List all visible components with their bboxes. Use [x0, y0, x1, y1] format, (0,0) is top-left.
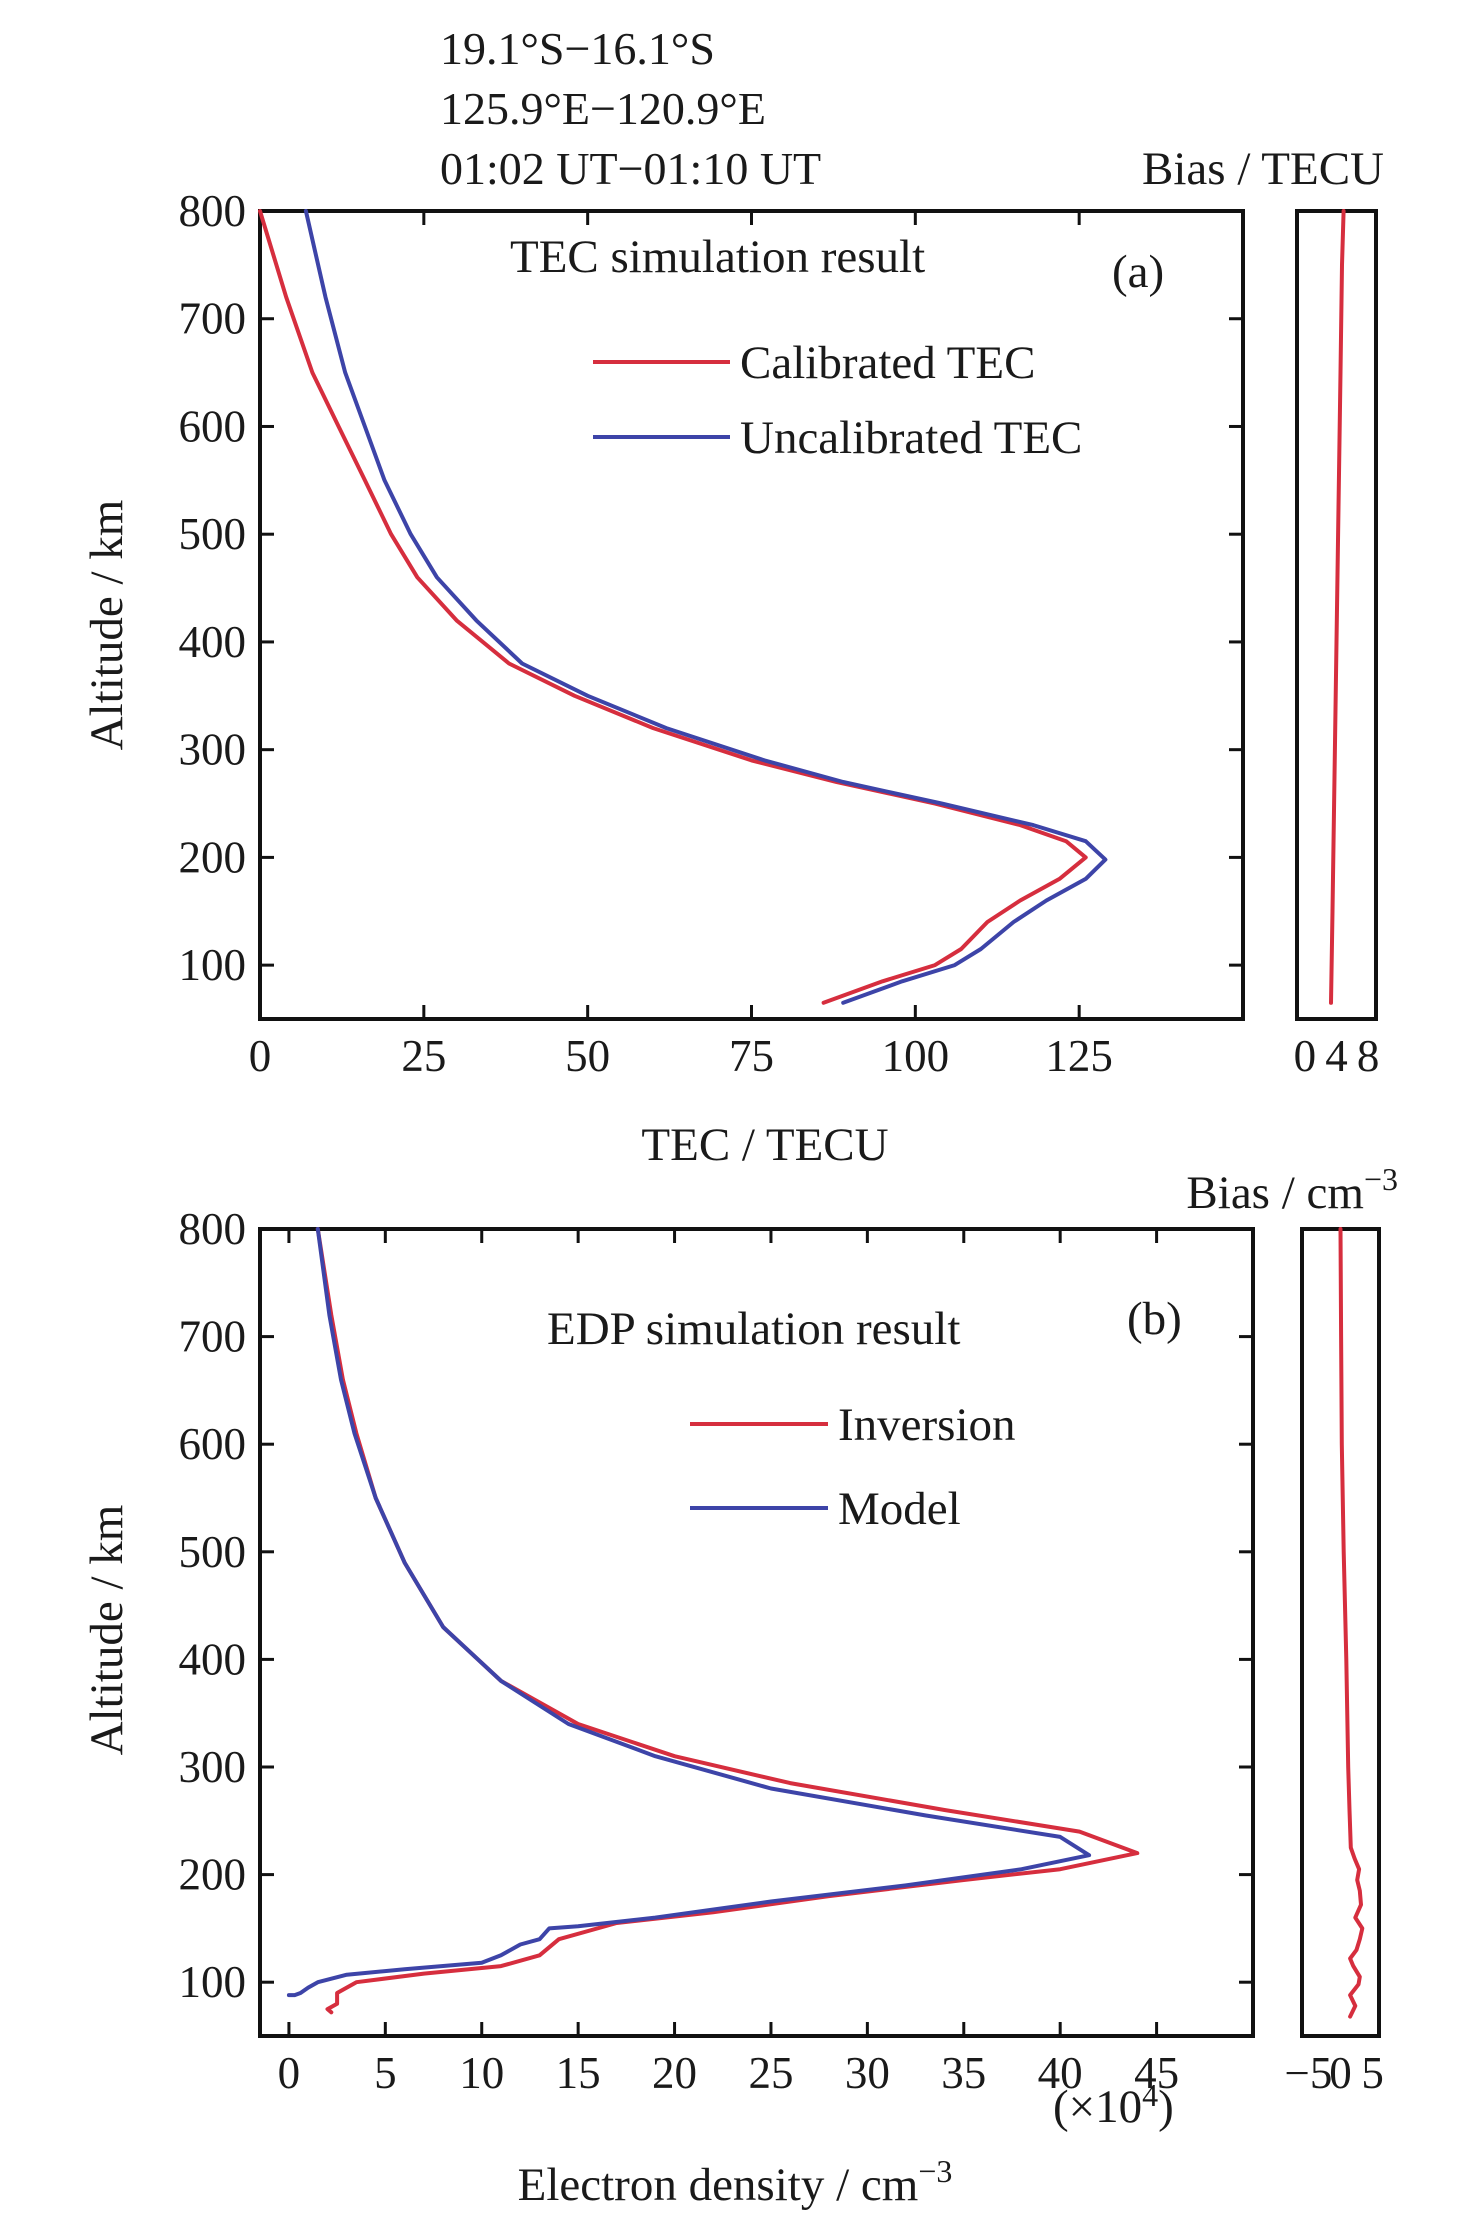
- panel-a-series: [258, 209, 1108, 1005]
- panel-a-x-tick-label: 25: [401, 1031, 446, 1081]
- panel-b-multiplier: (×104): [1053, 2077, 1174, 2133]
- panel-b-x-tick-label: 40: [1038, 2048, 1083, 2098]
- panel-a-ticks: [258, 209, 1243, 1019]
- header-latitude: 19.1°S−16.1°S: [440, 23, 715, 74]
- panel-b-x-tick-label: 20: [652, 2048, 697, 2098]
- panel-b-series: [286, 1227, 1140, 2015]
- panel-b-multiplier-close: ): [1158, 2081, 1174, 2133]
- panel-b-x-tick-label: 25: [748, 2048, 793, 2098]
- panel-b-bias-x-tick-label: 0: [1329, 2048, 1352, 2098]
- legend-label-uncalibrated-tec: Uncalibrated TEC: [740, 412, 1082, 464]
- panel-a-bias-x-tick-label: 8: [1357, 1031, 1380, 1081]
- panel-a-x-tick-label: 75: [729, 1031, 774, 1081]
- panel-b-x-axis-label-exp: −3: [918, 2153, 952, 2189]
- panel-b-x-tick-label: 10: [459, 2048, 504, 2098]
- panel-b-x-tick-label: 30: [845, 2048, 890, 2098]
- panel-a-tick-labels: 0 25 50 75 100 125 100 200 300 400 500 600 700 800: [179, 186, 1113, 1081]
- panel-a-bias-x-tick-label: 0: [1294, 1031, 1317, 1081]
- panel-a-y-axis-label: Altitude / km: [81, 500, 133, 751]
- panel-b-x-tick-label: 45: [1134, 2048, 1179, 2098]
- panel-b-series-model: [286, 1227, 1092, 1998]
- legend-label-inversion: Inversion: [838, 1399, 1016, 1451]
- panel-b-y-tick-label: 100: [179, 1957, 247, 2007]
- panel-b-y-tick-label: 800: [179, 1204, 247, 1254]
- panel-a-y-tick-label: 400: [179, 617, 247, 667]
- panel-b-x-tick-label: 15: [556, 2048, 601, 2098]
- panel-b-x-tick-label: 5: [374, 2048, 397, 2098]
- panel-a-y-tick-label: 300: [179, 725, 247, 775]
- panel-a-y-tick-label: 500: [179, 509, 247, 559]
- header-time: 01:02 UT−01:10 UT: [440, 143, 821, 194]
- panel-b-y-tick-label: 300: [179, 1742, 247, 1792]
- panel-b-x-tick-label: 35: [941, 2048, 986, 2098]
- panel-b-bias-title-exp: −3: [1364, 1161, 1398, 1197]
- panel-a-series-uncalibrated-tec: [303, 209, 1108, 1005]
- panel-b-x-axis-label-text: Electron density / cm: [518, 2159, 919, 2211]
- panel-a-bias-title: Bias / TECU: [1142, 143, 1384, 195]
- panel-b-multiplier-exp: 4: [1142, 2077, 1158, 2113]
- panel-b-bias: Bias / cm−3 −50 5: [1186, 1161, 1398, 2098]
- panel-b-bias-title-text: Bias / cm: [1186, 1167, 1364, 1219]
- panel-b-tick-labels: 0 5 10 15 20 25 30 35 40 45 100 200 300 400 500 600 700 8…: [179, 1204, 1180, 2098]
- panel-a: 0 25 50 75 100 125 100 200 300 400 500 600 700 800 TE…: [81, 186, 1245, 1171]
- panel-b-y-tick-label: 400: [179, 1634, 247, 1684]
- panel-b-bias-title: Bias / cm−3: [1186, 1161, 1398, 1219]
- panel-b-multiplier-base: (×10: [1053, 2081, 1142, 2133]
- panel-b-y-axis-label: Altitude / km: [81, 1505, 133, 1756]
- panel-b-bias-series-bias-0: [1338, 1227, 1365, 2019]
- panel-b-frame: [258, 1227, 1255, 2038]
- panel-a-y-tick-label: 100: [179, 940, 247, 990]
- panel-b-y-tick-label: 500: [179, 1527, 247, 1577]
- panel-a-y-tick-label: 200: [179, 832, 247, 882]
- panel-a-bias-series: [1329, 209, 1346, 1005]
- panel-a-bias-x-tick-label: 4: [1325, 1031, 1348, 1081]
- panel-a-bias-series-bias-0: [1329, 209, 1346, 1005]
- panel-a-y-tick-label: 600: [179, 401, 247, 451]
- panel-a-x-tick-label: 50: [565, 1031, 610, 1081]
- panel-b-ticks: [260, 1227, 1253, 2036]
- panel-a-x-tick-label: 100: [882, 1031, 950, 1081]
- panel-b-y-tick-label: 200: [179, 1850, 247, 1900]
- panel-b-bias-x-tick-label: −5: [1284, 2048, 1332, 2098]
- panel-a-series-calibrated-tec: [258, 209, 1088, 1005]
- panel-a-x-tick-label: 125: [1045, 1031, 1113, 1081]
- panel-a-x-tick-label: 0: [249, 1031, 272, 1081]
- header-longitude: 125.9°E−120.9°E: [440, 83, 766, 134]
- panel-b: 0 5 10 15 20 25 30 35 40 45 100 200 300 400 500 600 700 8…: [81, 1204, 1255, 2211]
- panel-a-x-axis-label: TEC / TECU: [641, 1119, 888, 1171]
- panel-b-legend: Inversion Model: [690, 1399, 1016, 1535]
- panel-a-bias-frame: [1295, 209, 1378, 1021]
- panel-b-bias-series: [1338, 1227, 1365, 2019]
- panel-b-x-axis-label: Electron density / cm−3: [518, 2153, 953, 2211]
- panel-a-legend: Calibrated TEC Uncalibrated TEC: [593, 337, 1082, 464]
- panel-b-bias-x-tick-label: 5: [1361, 2048, 1384, 2098]
- panel-b-label: (b): [1127, 1293, 1182, 1345]
- panel-a-y-tick-label: 700: [179, 294, 247, 344]
- panel-a-title: TEC simulation result: [510, 231, 925, 283]
- legend-label-calibrated-tec: Calibrated TEC: [740, 337, 1035, 389]
- panel-b-title: EDP simulation result: [547, 1303, 960, 1355]
- panel-a-y-tick-label: 800: [179, 186, 247, 236]
- panel-b-bias-tick-labels: −50 5: [1284, 2048, 1383, 2098]
- panel-b-y-tick-label: 700: [179, 1312, 247, 1362]
- panel-b-x-tick-label: 0: [278, 2048, 301, 2098]
- panel-a-frame: [258, 209, 1245, 1021]
- panel-b-y-tick-label: 600: [179, 1419, 247, 1469]
- panel-a-label: (a): [1112, 246, 1164, 298]
- legend-label-model: Model: [838, 1483, 961, 1535]
